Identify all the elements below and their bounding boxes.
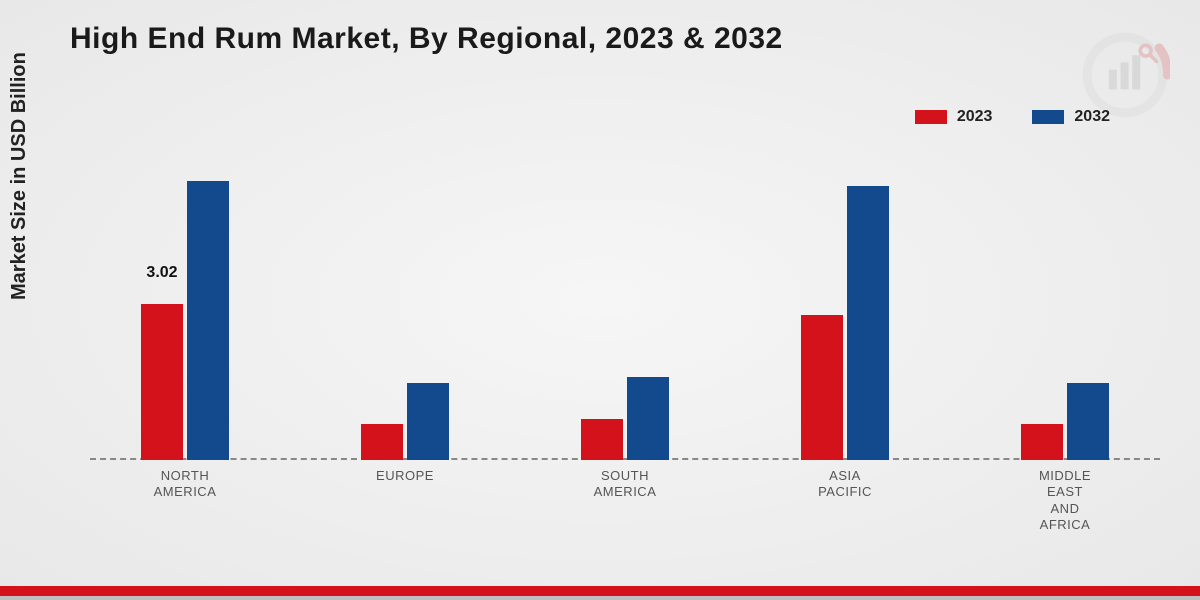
bar-group-mea (1021, 383, 1109, 461)
x-label-north_america: NORTHAMERICA (154, 468, 217, 501)
legend-item-2032: 2032 (1032, 108, 1110, 126)
bar-group-south_america (581, 377, 669, 460)
bar-group-asia_pacific (801, 186, 889, 460)
brand-watermark-icon (1080, 30, 1170, 120)
bar-mea-2023 (1021, 424, 1063, 460)
bar-group-north_america (141, 181, 229, 460)
chart-title: High End Rum Market, By Regional, 2023 &… (70, 22, 783, 56)
x-axis-labels: NORTHAMERICA EUROPE SOUTHAMERICA ASIAPACIFI… (90, 468, 1160, 558)
bar-north_america-2023 (141, 304, 183, 460)
bar-north_america-2032 (187, 181, 229, 460)
bar-europe-2032 (407, 383, 449, 461)
footer-accent-bar (0, 586, 1200, 600)
legend: 2023 2032 (915, 108, 1110, 126)
bar-mea-2032 (1067, 383, 1109, 461)
bar-south_america-2023 (581, 419, 623, 460)
legend-swatch-2032 (1032, 110, 1064, 124)
legend-swatch-2023 (915, 110, 947, 124)
legend-label-2032: 2032 (1074, 108, 1110, 126)
bar-europe-2023 (361, 424, 403, 460)
x-label-south_america: SOUTHAMERICA (594, 468, 657, 501)
chart-container: High End Rum Market, By Regional, 2023 &… (0, 0, 1200, 600)
bar-asia_pacific-2023 (801, 315, 843, 460)
bar-group-europe (361, 383, 449, 461)
footer-accent-top (0, 586, 1200, 596)
footer-accent-shadow (0, 596, 1200, 600)
data-label-north_america: 3.02 (146, 264, 177, 282)
x-label-mea: MIDDLEEASTANDAFRICA (1039, 468, 1091, 533)
x-label-europe: EUROPE (376, 468, 434, 484)
y-axis-label: Market Size in USD Billion (8, 52, 31, 300)
legend-item-2023: 2023 (915, 108, 993, 126)
x-label-asia_pacific: ASIAPACIFIC (818, 468, 872, 501)
bar-south_america-2032 (627, 377, 669, 460)
plot-area: 3.02 (90, 150, 1160, 460)
bar-asia_pacific-2032 (847, 186, 889, 460)
legend-label-2023: 2023 (957, 108, 993, 126)
